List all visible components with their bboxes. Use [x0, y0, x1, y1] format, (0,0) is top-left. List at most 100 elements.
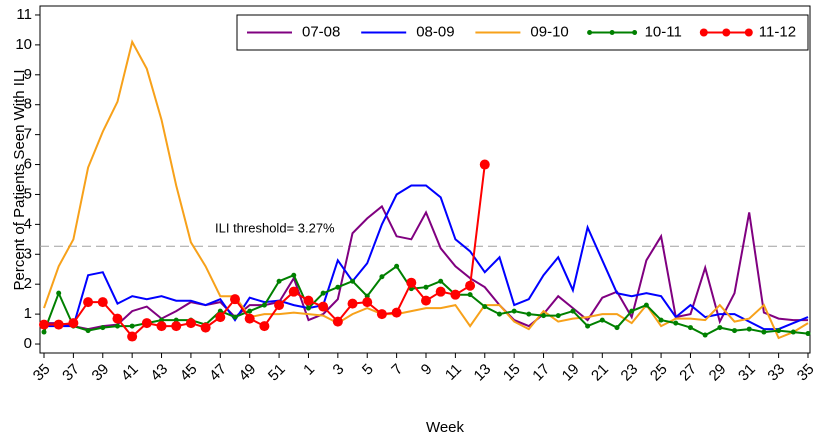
- x-tick-label: 43: [147, 361, 171, 385]
- threshold-annotation: ILI threshold= 3.27%: [215, 221, 335, 236]
- data-point: [599, 317, 605, 323]
- y-tick-label: 5: [24, 185, 32, 202]
- y-tick-label: 8: [24, 96, 32, 113]
- data-point: [56, 290, 62, 296]
- data-point: [658, 317, 664, 323]
- data-point: [274, 300, 285, 311]
- x-tick-label: 35: [794, 361, 815, 385]
- data-point: [465, 280, 476, 291]
- legend-label: 07-08: [302, 23, 340, 40]
- data-point: [335, 284, 341, 290]
- data-point: [776, 328, 782, 334]
- y-tick-label: 7: [24, 126, 32, 143]
- data-point: [127, 331, 138, 342]
- data-point: [320, 290, 326, 296]
- legend-marker: [609, 30, 615, 35]
- x-tick-label: 29: [706, 361, 730, 385]
- data-point: [479, 159, 490, 170]
- x-tick-label: 39: [89, 361, 113, 385]
- y-tick-label: 9: [24, 66, 32, 83]
- data-point: [291, 272, 297, 278]
- data-point: [717, 325, 723, 331]
- data-point: [259, 321, 270, 332]
- data-point: [332, 316, 343, 327]
- legend-label: 09-10: [530, 23, 568, 40]
- data-point: [746, 326, 752, 332]
- y-tick-label: 11: [16, 6, 32, 23]
- x-tick-label: 37: [59, 361, 83, 385]
- data-point: [391, 307, 402, 318]
- y-tick-label: 2: [24, 275, 32, 292]
- data-point: [467, 292, 473, 298]
- x-tick-label: 25: [647, 361, 671, 385]
- data-point: [303, 295, 314, 306]
- data-point: [53, 319, 64, 330]
- y-axis-title: Percent of Patients Seen With ILI: [11, 70, 28, 291]
- series-line: [44, 184, 809, 331]
- data-point: [200, 322, 211, 333]
- data-point: [541, 313, 547, 319]
- data-point: [805, 331, 811, 337]
- data-point: [39, 319, 49, 330]
- data-point: [185, 318, 196, 329]
- x-tick-label: 17: [529, 361, 553, 385]
- data-point: [83, 297, 94, 308]
- legend-marker: [744, 28, 753, 37]
- data-point: [230, 294, 240, 305]
- x-tick-label: 27: [676, 361, 700, 385]
- data-point: [450, 289, 461, 300]
- data-point: [614, 325, 620, 331]
- data-point: [570, 308, 576, 314]
- x-tick-label: 49: [236, 361, 260, 385]
- data-point: [496, 311, 502, 317]
- x-tick-label: 5: [359, 361, 377, 379]
- y-tick-label: 6: [24, 156, 32, 173]
- x-tick-label: 13: [471, 361, 495, 385]
- legend-label: 08-09: [416, 23, 454, 40]
- data-point: [215, 312, 226, 323]
- x-tick-label: 35: [30, 361, 54, 385]
- x-tick-label: 9: [418, 361, 436, 379]
- data-point: [511, 308, 517, 314]
- data-point: [112, 313, 123, 324]
- data-point: [171, 321, 182, 332]
- data-point: [482, 304, 488, 310]
- data-point: [129, 323, 135, 329]
- data-point: [687, 325, 693, 331]
- x-tick-label: 15: [500, 361, 524, 385]
- data-point: [585, 323, 591, 329]
- x-tick-label: 41: [118, 361, 142, 385]
- data-point: [114, 323, 120, 329]
- x-tick-label: 33: [764, 361, 788, 385]
- x-axis-title: Week: [426, 419, 465, 436]
- data-point: [406, 277, 417, 288]
- data-point: [555, 313, 561, 319]
- y-tick-label: 0: [24, 335, 32, 352]
- x-tick-label: 21: [588, 361, 612, 385]
- y-tick-label: 4: [24, 215, 32, 232]
- legend-marker: [632, 30, 638, 35]
- data-point: [702, 332, 708, 338]
- data-point: [732, 328, 738, 334]
- series-line: [44, 204, 808, 331]
- data-point: [379, 274, 385, 280]
- data-point: [423, 284, 429, 290]
- data-point: [526, 311, 532, 317]
- legend-label: 10-11: [645, 23, 682, 40]
- legend-marker: [699, 28, 708, 37]
- x-tick-label: 1: [300, 361, 318, 379]
- data-point: [394, 263, 400, 269]
- x-tick-label: 19: [559, 361, 583, 385]
- x-tick-label: 3: [330, 361, 348, 379]
- x-tick-label: 45: [177, 361, 201, 385]
- y-tick-label: 3: [24, 245, 32, 262]
- y-tick-label: 10: [15, 36, 32, 53]
- data-point: [790, 329, 796, 335]
- data-point: [421, 295, 431, 306]
- x-tick-label: 31: [735, 361, 759, 385]
- data-point: [97, 297, 108, 308]
- data-point: [85, 328, 91, 334]
- data-point: [629, 308, 635, 314]
- data-point: [376, 309, 387, 320]
